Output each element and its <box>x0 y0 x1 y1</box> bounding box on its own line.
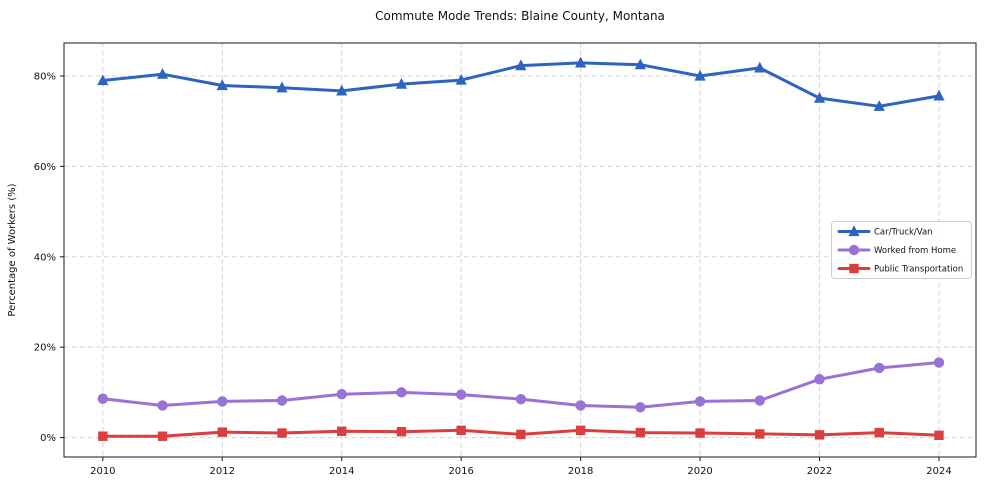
plot-border <box>63 42 977 458</box>
point-public-transportation-2010 <box>98 431 108 441</box>
point-public-transportation-2012 <box>217 427 227 437</box>
series-worked-from-home <box>97 357 945 413</box>
point-car-truck-van-2010 <box>97 74 109 86</box>
chart-title: Commute Mode Trends: Blaine County, Mont… <box>375 9 665 23</box>
point-worked-from-home-2019 <box>635 402 646 413</box>
y-tick-label-40: 40% <box>34 252 56 263</box>
point-car-truck-van-2020 <box>694 69 706 81</box>
point-car-truck-van-2012 <box>216 79 228 91</box>
legend-box <box>831 221 972 279</box>
point-public-transportation-2018 <box>575 425 586 436</box>
x-tick-label-2022: 2022 <box>807 466 832 477</box>
point-car-truck-van-2024 <box>933 89 945 101</box>
y-tick-label-20: 20% <box>34 343 56 354</box>
point-public-transportation-2022 <box>814 430 825 440</box>
legend-marker-public-transportation <box>849 263 859 274</box>
x-tick-label-2010: 2010 <box>90 466 115 477</box>
legend-label-car-truck-van: Car/Truck/Van <box>874 228 933 238</box>
legend-label-public-transportation: Public Transportation <box>874 265 963 275</box>
y-tick-label-60: 60% <box>34 162 56 173</box>
x-tick-label-2018: 2018 <box>568 466 593 477</box>
legend-marker-worked-from-home <box>848 244 860 256</box>
point-public-transportation-2011 <box>157 431 168 441</box>
point-public-transportation-2019 <box>635 427 646 438</box>
y-tick-label-0: 0% <box>40 433 56 444</box>
legend-entry-car-truck-van: Car/Truck/Van <box>837 225 933 238</box>
point-public-transportation-2014 <box>337 426 347 436</box>
point-car-truck-van-2015 <box>395 77 408 89</box>
plot-area: 2010 2012 2014 2016 2018 2020 2022 2024 0% 20% 40%… <box>34 42 977 477</box>
point-worked-from-home-2010 <box>97 393 109 404</box>
point-car-truck-van-2014 <box>336 84 348 96</box>
y-axis-label: Percentage of Workers (%) <box>7 183 18 316</box>
point-public-transportation-2016 <box>456 425 466 436</box>
point-worked-from-home-2012 <box>217 396 228 407</box>
x-tick-label-2014: 2014 <box>329 466 354 477</box>
point-public-transportation-2020 <box>695 428 705 438</box>
point-car-truck-van-2018 <box>575 56 587 68</box>
point-worked-from-home-2013 <box>276 395 288 406</box>
point-worked-from-home-2023 <box>874 362 885 374</box>
x-tick-label-2020: 2020 <box>687 466 712 477</box>
x-tick-label-2024: 2024 <box>926 466 951 477</box>
point-worked-from-home-2020 <box>694 396 706 407</box>
series-car-truck-van <box>97 56 945 111</box>
point-worked-from-home-2017 <box>515 393 527 405</box>
legend-entry-public-transportation: Public Transportation <box>837 263 963 275</box>
series-public-transportation <box>98 425 944 441</box>
point-car-truck-van-2023 <box>873 100 885 111</box>
x-tick-label-2016: 2016 <box>448 466 473 477</box>
point-car-truck-van-2021 <box>754 61 766 73</box>
point-car-truck-van-2013 <box>276 81 288 93</box>
point-public-transportation-2023 <box>874 427 884 438</box>
point-car-truck-van-2019 <box>634 58 646 70</box>
point-public-transportation-2013 <box>277 428 287 438</box>
x-tick-label-2012: 2012 <box>210 466 235 477</box>
legend: Car/Truck/Van Worked from Home Public Tran… <box>831 221 972 279</box>
point-worked-from-home-2022 <box>814 374 825 385</box>
point-public-transportation-2024 <box>934 430 944 441</box>
point-car-truck-van-2011 <box>156 67 169 79</box>
point-worked-from-home-2011 <box>157 400 168 411</box>
point-worked-from-home-2024 <box>933 357 945 368</box>
point-car-truck-van-2016 <box>455 73 467 85</box>
legend-label-worked-from-home: Worked from Home <box>874 246 956 256</box>
point-car-truck-van-2017 <box>515 59 527 71</box>
point-worked-from-home-2014 <box>336 388 347 400</box>
point-public-transportation-2015 <box>396 426 407 437</box>
point-worked-from-home-2021 <box>754 395 765 406</box>
point-public-transportation-2017 <box>516 429 526 440</box>
y-tick-label-80: 80% <box>34 71 56 82</box>
point-worked-from-home-2016 <box>455 389 467 400</box>
legend-entry-worked-from-home: Worked from Home <box>837 244 956 256</box>
point-car-truck-van-2022 <box>813 91 826 103</box>
legend-marker-car-truck-van <box>848 225 860 237</box>
point-worked-from-home-2018 <box>575 400 586 411</box>
point-public-transportation-2021 <box>755 429 765 439</box>
point-worked-from-home-2015 <box>396 387 407 398</box>
